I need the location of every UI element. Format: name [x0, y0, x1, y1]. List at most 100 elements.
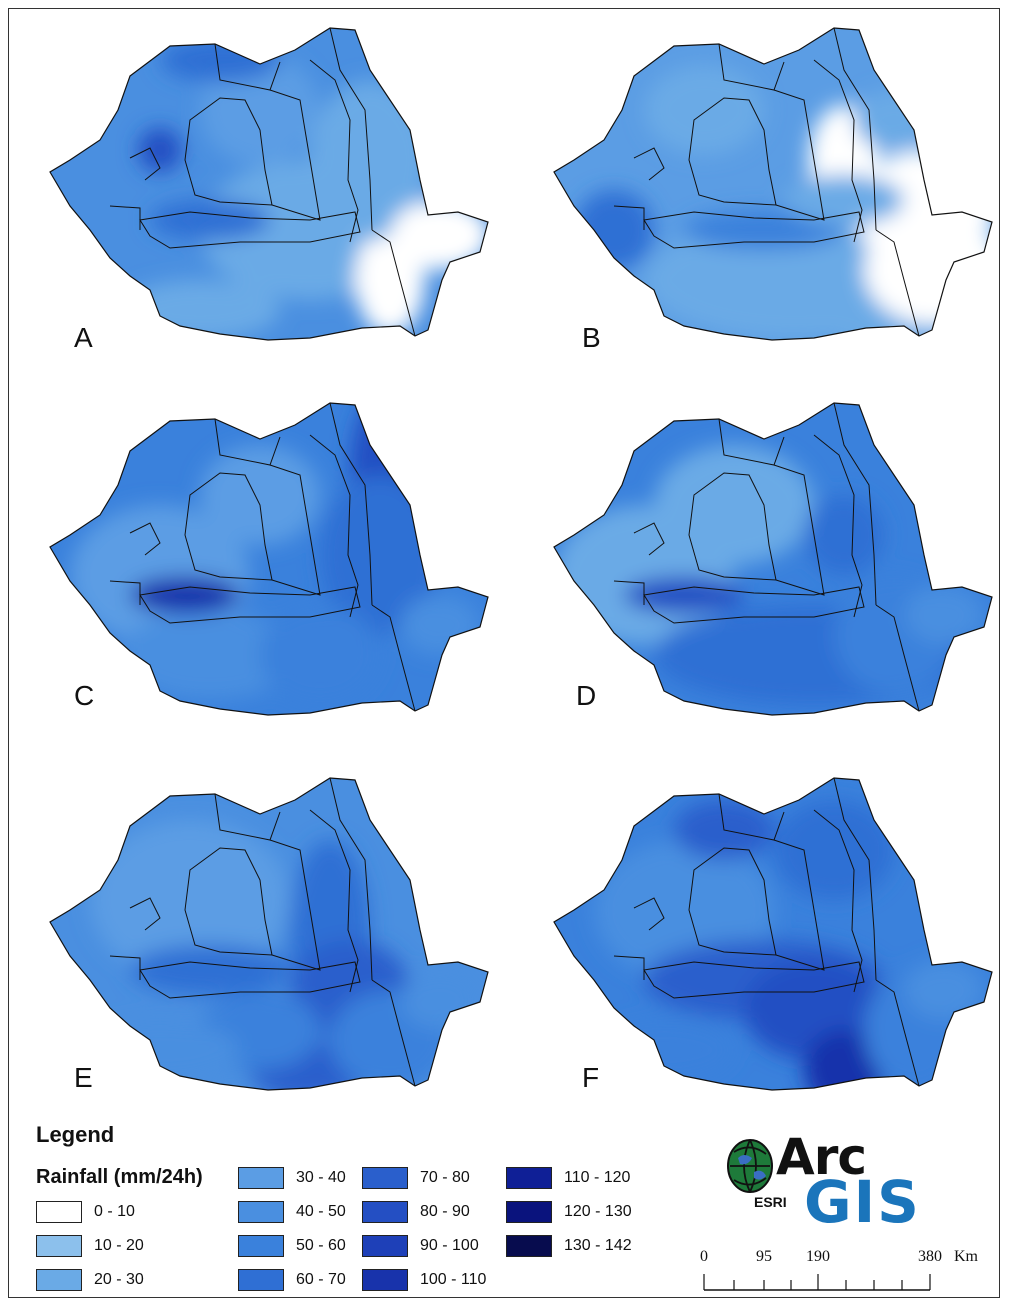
- legend-label: 90 - 100: [420, 1237, 479, 1254]
- rainfall-zone: [774, 800, 894, 900]
- region-boundary: [633, 522, 665, 556]
- legend-label: 60 - 70: [296, 1271, 346, 1288]
- legend-swatch: [238, 1269, 284, 1291]
- rainfall-zone: [90, 820, 290, 980]
- legend-item: 110 - 120: [506, 1166, 630, 1190]
- legend-swatch: [506, 1167, 552, 1189]
- region-boundary: [718, 43, 785, 91]
- region-boundary: [633, 897, 665, 931]
- legend-swatch: [238, 1235, 284, 1257]
- legend-item: 20 - 30: [36, 1268, 144, 1292]
- rainfall-zone: [320, 475, 440, 635]
- map-graphic: [553, 27, 993, 341]
- legend-item: 0 - 10: [36, 1200, 135, 1224]
- legend-label: 70 - 80: [420, 1169, 470, 1186]
- map-graphic: [49, 777, 489, 1091]
- region-boundary: [329, 777, 373, 981]
- legend-swatch: [238, 1167, 284, 1189]
- map-label: C: [74, 680, 95, 711]
- region-boundary: [269, 839, 321, 971]
- region-boundary: [773, 464, 825, 596]
- rainfall-zone: [654, 445, 814, 565]
- region-boundary: [371, 979, 416, 1087]
- legend-label: 110 - 120: [564, 1169, 631, 1186]
- rainfall-zone: [594, 1020, 734, 1080]
- region-boundary: [214, 43, 281, 91]
- region-boundary: [875, 229, 920, 337]
- map-graphic: [49, 27, 489, 341]
- region-boundary: [184, 847, 273, 956]
- region-boundary: [109, 955, 141, 980]
- legend-label: 0 - 10: [94, 1203, 135, 1220]
- region-boundary: [613, 580, 645, 605]
- region-boundary: [633, 147, 665, 181]
- region-boundary: [109, 205, 141, 230]
- region-boundary: [688, 472, 777, 581]
- legend-swatch: [36, 1269, 82, 1291]
- legend-item: 10 - 20: [36, 1234, 144, 1258]
- region-boundary: [214, 418, 281, 466]
- logo-arc-text: Arc: [776, 1128, 867, 1186]
- legend-item: 90 - 100: [362, 1234, 479, 1258]
- legend-item: 40 - 50: [238, 1200, 346, 1224]
- legend-swatch: [238, 1201, 284, 1223]
- rainfall-map-b: [514, 20, 994, 360]
- arcgis-logo: Arc ESRI GIS: [724, 1128, 924, 1238]
- legend-label: 100 - 110: [420, 1271, 487, 1288]
- map-label: A: [74, 322, 93, 353]
- region-boundary: [129, 147, 161, 181]
- legend-swatch: [506, 1201, 552, 1223]
- region-boundary: [269, 89, 321, 221]
- region-boundary: [309, 434, 359, 618]
- region-boundary: [813, 59, 863, 243]
- scale-bar-graphic: [703, 1274, 931, 1291]
- rainfall-zone: [804, 495, 884, 575]
- map-label: B: [582, 322, 601, 353]
- country-outline: [553, 402, 993, 716]
- globe-icon: [727, 1139, 773, 1193]
- map-graphic: [49, 402, 489, 716]
- rainfall-zone: [904, 585, 984, 645]
- rainfall-map-e: [10, 770, 490, 1110]
- country-outline: [553, 27, 993, 341]
- region-boundary: [309, 809, 359, 993]
- scale-bar: 0 95 190 380 Km: [690, 1248, 990, 1298]
- country-outline: [553, 777, 993, 1091]
- legend-label: 20 - 30: [94, 1271, 144, 1288]
- region-boundary: [329, 402, 373, 606]
- scale-tick-label: 190: [806, 1248, 830, 1265]
- scale-tick-label: 380: [918, 1248, 942, 1265]
- legend-label: 10 - 20: [94, 1237, 144, 1254]
- region-boundary: [109, 580, 141, 605]
- legend-label: 40 - 50: [296, 1203, 346, 1220]
- rainfall-zone: [120, 280, 280, 340]
- rainfall-zone: [310, 80, 430, 240]
- rainfall-zone: [138, 128, 182, 172]
- region-boundary: [833, 27, 877, 231]
- legend-title: Legend: [36, 1122, 115, 1147]
- map-label: F: [582, 1062, 600, 1093]
- region-boundary: [643, 211, 865, 249]
- legend-swatch: [506, 1235, 552, 1257]
- region-boundary: [875, 604, 920, 712]
- rainfall-zone: [624, 577, 744, 613]
- rainfall-zone: [150, 200, 270, 240]
- legend-swatch: [362, 1235, 408, 1257]
- rainfall-zone: [390, 200, 488, 270]
- legend-item: 120 - 130: [506, 1200, 632, 1224]
- region-boundary: [813, 809, 863, 993]
- region-boundary: [214, 793, 281, 841]
- region-boundary: [184, 97, 273, 206]
- legend-swatch: [362, 1269, 408, 1291]
- region-boundary: [139, 586, 361, 624]
- region-boundary: [371, 229, 416, 337]
- legend-item: 30 - 40: [238, 1166, 346, 1190]
- region-boundary: [773, 89, 825, 221]
- legend-item: 50 - 60: [238, 1234, 346, 1258]
- country-outline: [49, 27, 489, 341]
- region-boundary: [718, 418, 785, 466]
- rainfall-zone: [400, 970, 480, 1030]
- legend-item: 100 - 110: [362, 1268, 486, 1292]
- region-boundary: [309, 59, 359, 243]
- region-boundary: [833, 777, 877, 981]
